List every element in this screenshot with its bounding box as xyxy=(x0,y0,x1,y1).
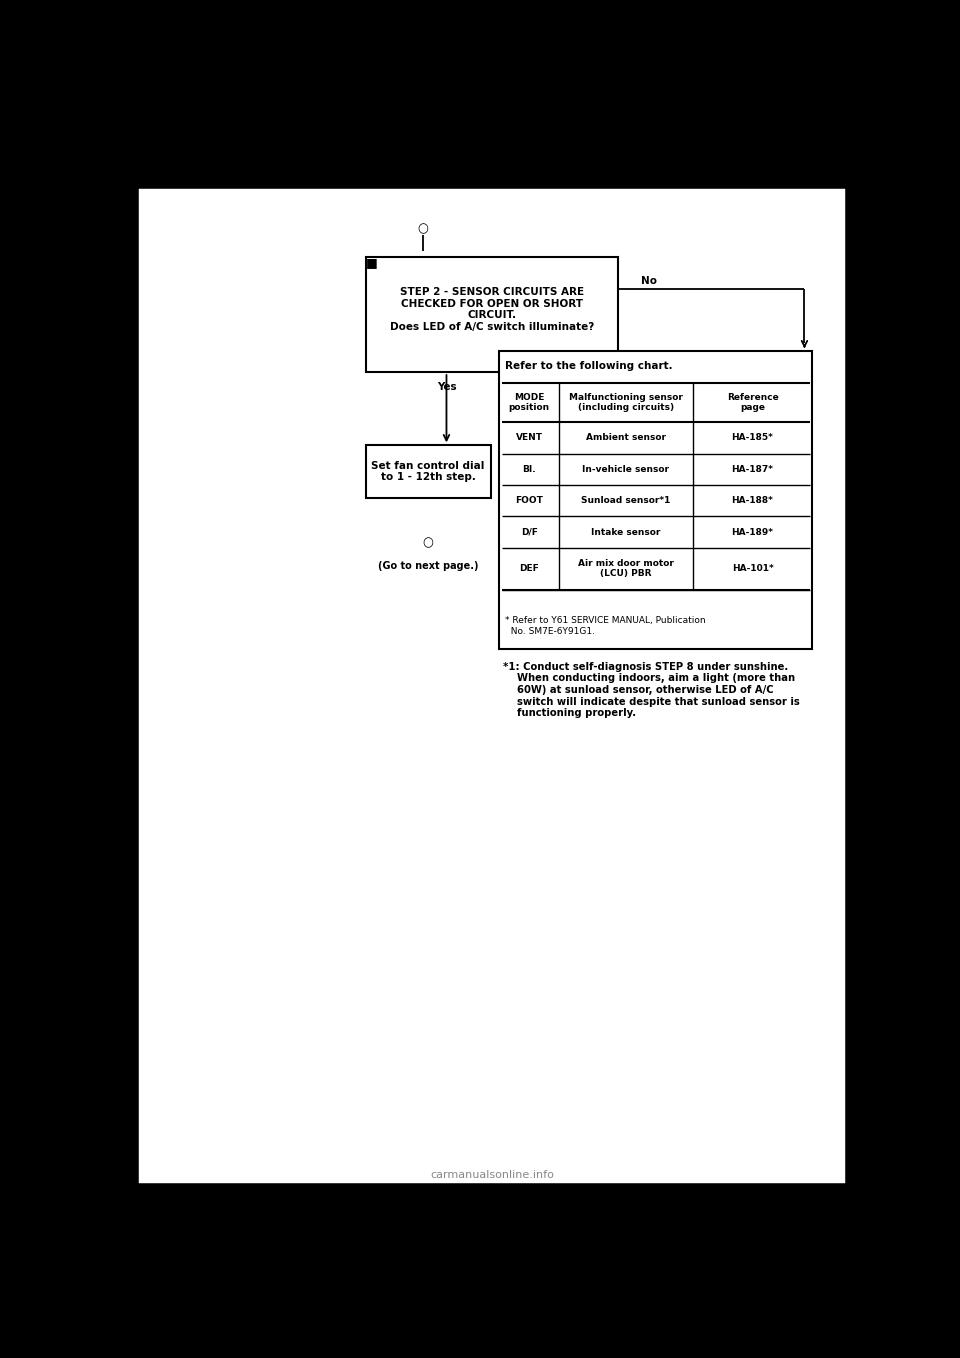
Text: (Go to next page.): (Go to next page.) xyxy=(378,561,478,570)
Bar xyxy=(366,257,618,372)
Text: HA-188*: HA-188* xyxy=(732,496,774,505)
Text: Air mix door motor
(LCU) PBR: Air mix door motor (LCU) PBR xyxy=(578,559,674,579)
Text: DEF: DEF xyxy=(519,564,539,573)
Text: ○: ○ xyxy=(418,223,428,235)
Text: Intake sensor: Intake sensor xyxy=(591,527,660,536)
Text: HA-101*: HA-101* xyxy=(732,564,774,573)
Text: VENT: VENT xyxy=(516,433,542,443)
Text: No: No xyxy=(641,276,657,287)
Text: Malfunctioning sensor
(including circuits): Malfunctioning sensor (including circuit… xyxy=(569,392,683,411)
Text: MODE
position: MODE position xyxy=(509,392,550,411)
Text: D/F: D/F xyxy=(520,527,538,536)
Text: Ambient sensor: Ambient sensor xyxy=(586,433,666,443)
Text: * Refer to Y61 SERVICE MANUAL, Publication
  No. SM7E-6Y91G1.: * Refer to Y61 SERVICE MANUAL, Publicati… xyxy=(505,617,706,636)
Text: Set fan control dial
to 1 - 12th step.: Set fan control dial to 1 - 12th step. xyxy=(372,460,485,482)
Text: Refer to the following chart.: Refer to the following chart. xyxy=(505,361,673,371)
Bar xyxy=(366,445,491,497)
Text: HA-187*: HA-187* xyxy=(732,464,774,474)
Text: FOOT: FOOT xyxy=(516,496,543,505)
Text: carmanualsonline.info: carmanualsonline.info xyxy=(430,1171,554,1180)
Text: ○: ○ xyxy=(422,536,434,549)
Text: Sunload sensor*1: Sunload sensor*1 xyxy=(582,496,671,505)
Text: HA-189*: HA-189* xyxy=(732,527,774,536)
Text: STEP 2 - SENSOR CIRCUITS ARE
CHECKED FOR OPEN OR SHORT
CIRCUIT.
Does LED of A/C : STEP 2 - SENSOR CIRCUITS ARE CHECKED FOR… xyxy=(390,287,594,331)
Text: ■: ■ xyxy=(366,255,377,269)
Bar xyxy=(499,352,812,649)
Text: Yes: Yes xyxy=(437,382,456,391)
Text: BI.: BI. xyxy=(522,464,536,474)
Text: In-vehicle sensor: In-vehicle sensor xyxy=(583,464,669,474)
Text: Reference
page: Reference page xyxy=(727,392,779,411)
Text: HA-185*: HA-185* xyxy=(732,433,774,443)
Text: *1: Conduct self-diagnosis STEP 8 under sunshine.
    When conducting indoors, a: *1: Conduct self-diagnosis STEP 8 under … xyxy=(503,661,800,718)
